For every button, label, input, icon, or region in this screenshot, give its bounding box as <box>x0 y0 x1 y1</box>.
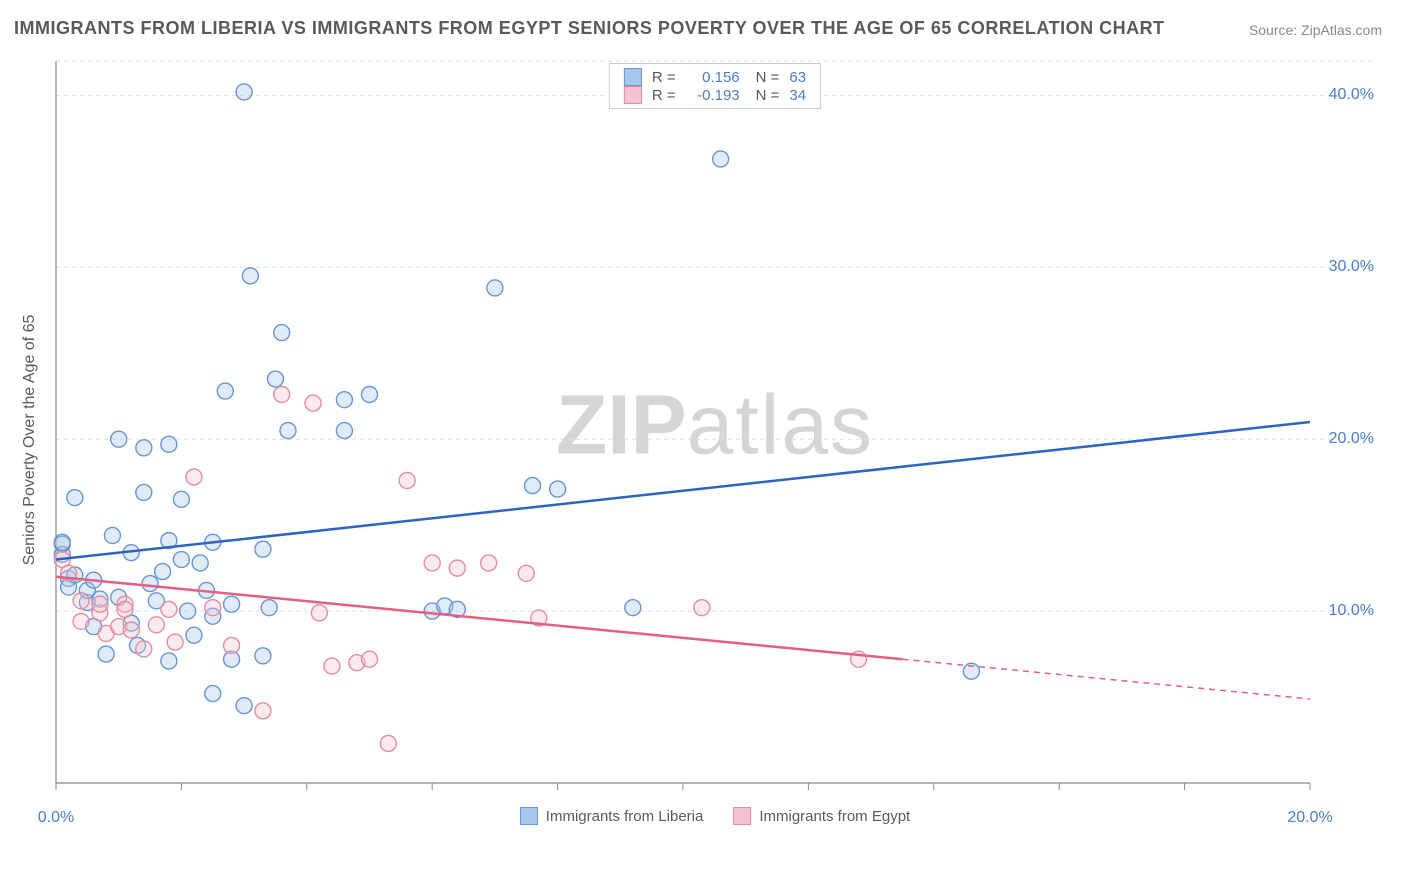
stats-legend: R = 0.156 N = 63 R = -0.193 N = 34 <box>609 63 821 109</box>
legend-item-liberia: Immigrants from Liberia <box>520 807 704 825</box>
chart-title: IMMIGRANTS FROM LIBERIA VS IMMIGRANTS FR… <box>14 18 1165 39</box>
swatch-egypt-icon <box>733 807 751 825</box>
swatch-liberia <box>624 68 642 86</box>
y-axis-label: Seniors Poverty Over the Age of 65 <box>21 315 39 566</box>
y-tick-label: 10.0% <box>1329 602 1374 620</box>
r-value: -0.193 <box>686 87 740 104</box>
legend-item-egypt: Immigrants from Egypt <box>733 807 910 825</box>
stats-row-egypt: R = -0.193 N = 34 <box>624 86 806 104</box>
n-value: 34 <box>789 87 806 104</box>
stats-row-liberia: R = 0.156 N = 63 <box>624 68 806 86</box>
r-label: R = <box>652 87 676 104</box>
n-value: 63 <box>789 69 806 86</box>
source-attribution: Source: ZipAtlas.com <box>1249 22 1382 38</box>
legend-label: Immigrants from Liberia <box>546 808 704 825</box>
chart-area: Seniors Poverty Over the Age of 65 ZIPat… <box>50 55 1380 825</box>
r-label: R = <box>652 69 676 86</box>
n-label: N = <box>756 87 780 104</box>
swatch-liberia-icon <box>520 807 538 825</box>
legend-label: Immigrants from Egypt <box>759 808 910 825</box>
r-value: 0.156 <box>686 69 740 86</box>
scatter-plot <box>50 55 1380 825</box>
n-label: N = <box>756 69 780 86</box>
y-tick-label: 40.0% <box>1329 86 1374 104</box>
swatch-egypt <box>624 86 642 104</box>
y-tick-label: 30.0% <box>1329 258 1374 276</box>
y-tick-label: 20.0% <box>1329 430 1374 448</box>
series-legend: Immigrants from Liberia Immigrants from … <box>50 807 1380 825</box>
